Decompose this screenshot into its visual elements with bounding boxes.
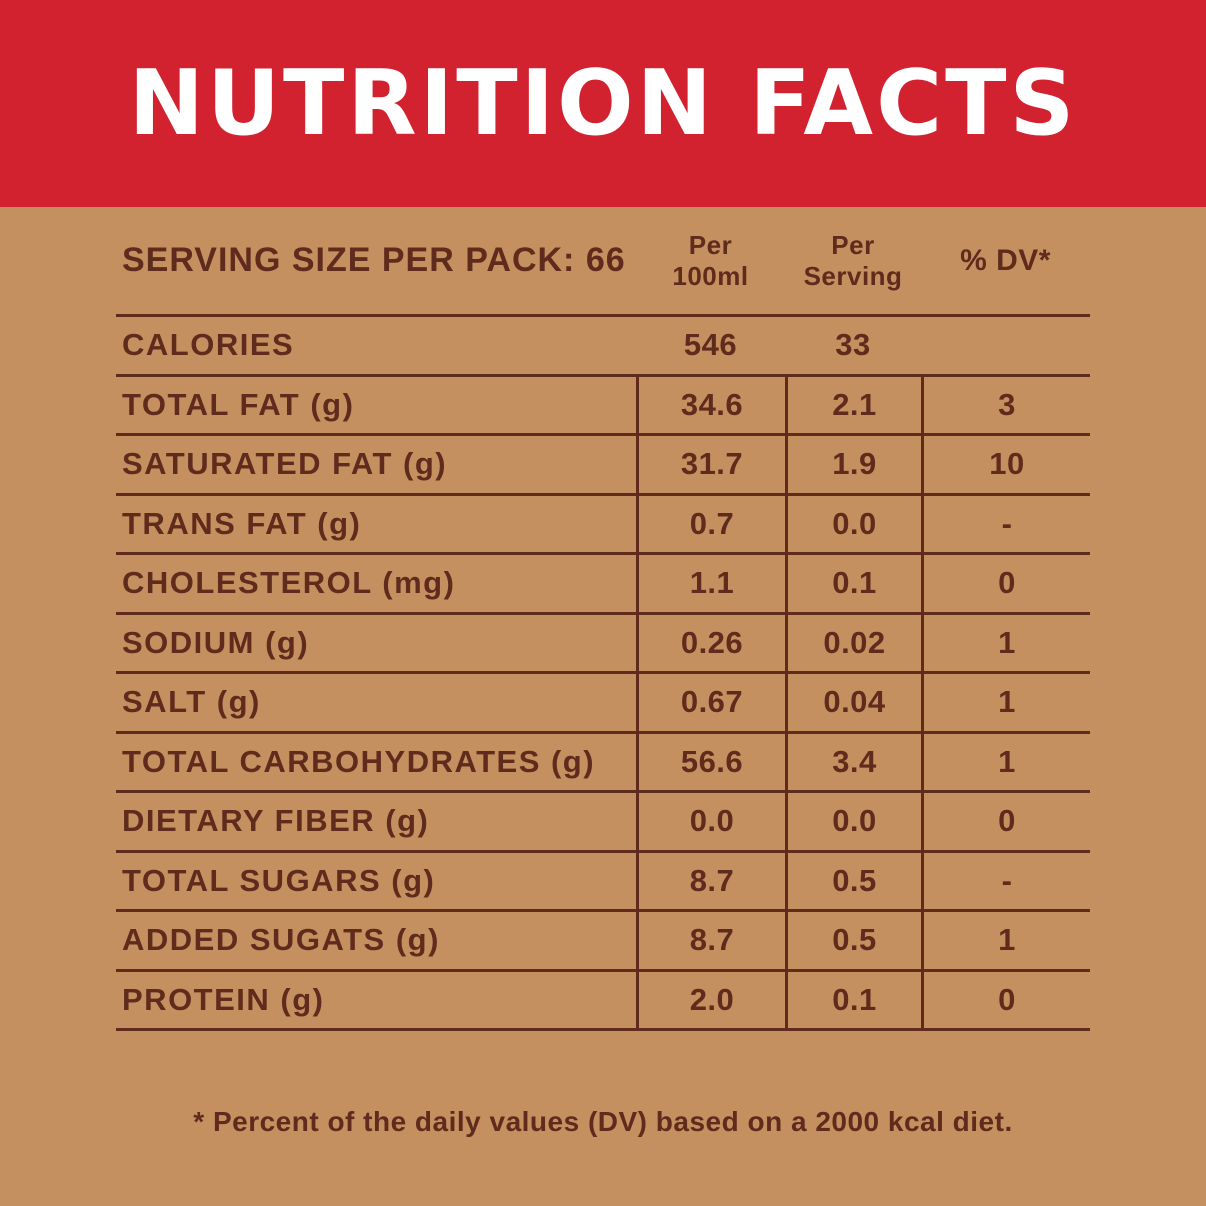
nutrition-facts-label: NUTRITION FACTS SERVING SIZE PER PACK: 6… — [0, 0, 1206, 1137]
row-label: TRANS FAT (g) — [122, 505, 362, 541]
row-value-per-100ml: 0.0 — [636, 793, 785, 850]
row-value-per-100ml: 546 — [683, 327, 738, 363]
row-label: CALORIES — [122, 327, 295, 363]
row-label: DIETARY FIBER (g) — [122, 803, 430, 839]
row-value-per-serving: 1.9 — [785, 436, 921, 493]
row-value-per-100ml: 31.7 — [636, 436, 785, 493]
column-header-per-serving: Per Serving — [803, 229, 903, 291]
row-value-percent-dv: 1 — [921, 614, 1090, 671]
row-value-per-serving: 0.0 — [785, 793, 921, 850]
row-value-percent-dv: 1 — [921, 733, 1090, 790]
table-row: PROTEIN (g) 2.0 0.1 0 — [116, 971, 1090, 1031]
table-row: CALORIES 546 33 — [116, 317, 1090, 377]
row-value-percent-dv: - — [921, 852, 1090, 909]
table-row: DIETARY FIBER (g) 0.0 0.0 0 — [116, 793, 1090, 853]
row-label: TOTAL SUGARS (g) — [122, 862, 436, 898]
column-header-percent-dv: % DV* — [960, 243, 1051, 277]
column-header-per-100ml: Per 100ml — [672, 229, 749, 291]
nutrition-table: SERVING SIZE PER PACK: 66 Per 100ml Per … — [116, 207, 1090, 1031]
table-row: TOTAL CARBOHYDRATES (g) 56.6 3.4 1 — [116, 733, 1090, 793]
row-value-per-serving: 0.02 — [785, 614, 921, 671]
row-label: TOTAL FAT (g) — [122, 386, 355, 422]
row-value-per-serving: 0.0 — [785, 495, 921, 552]
row-value-per-serving: 2.1 — [785, 376, 921, 433]
row-value-percent-dv: 3 — [921, 376, 1090, 433]
table-row: SALT (g) 0.67 0.04 1 — [116, 674, 1090, 734]
table-row: TOTAL SUGARS (g) 8.7 0.5 - — [116, 852, 1090, 912]
row-value-per-serving: 33 — [835, 327, 871, 363]
row-value-per-100ml: 8.7 — [636, 852, 785, 909]
table-header-row: SERVING SIZE PER PACK: 66 Per 100ml Per … — [116, 207, 1090, 317]
banner: NUTRITION FACTS — [0, 0, 1206, 207]
row-value-percent-dv: 1 — [921, 674, 1090, 731]
row-value-per-100ml: 0.7 — [636, 495, 785, 552]
footnote: * Percent of the daily values (DV) based… — [193, 1106, 1013, 1137]
table-row: SODIUM (g) 0.26 0.02 1 — [116, 614, 1090, 674]
row-value-per-serving: 0.1 — [785, 555, 921, 612]
row-value-per-100ml: 1.1 — [636, 555, 785, 612]
row-value-percent-dv — [921, 317, 1090, 374]
row-value-percent-dv: - — [921, 495, 1090, 552]
row-label: SODIUM (g) — [122, 624, 310, 660]
row-label: SALT (g) — [122, 684, 261, 720]
row-value-per-100ml: 0.67 — [636, 674, 785, 731]
row-label: CHOLESTEROL (mg) — [122, 565, 456, 601]
row-label: TOTAL CARBOHYDRATES (g) — [122, 743, 596, 779]
row-value-per-serving: 0.5 — [785, 912, 921, 969]
row-value-percent-dv: 10 — [921, 436, 1090, 493]
table-row: TOTAL FAT (g) 34.6 2.1 3 — [116, 376, 1090, 436]
table-row: ADDED SUGATS (g) 8.7 0.5 1 — [116, 912, 1090, 972]
row-label: ADDED SUGATS (g) — [122, 922, 440, 958]
row-value-per-serving: 0.1 — [785, 971, 921, 1028]
serving-size-label: SERVING SIZE PER PACK: 66 — [122, 241, 626, 279]
table-row: TRANS FAT (g) 0.7 0.0 - — [116, 495, 1090, 555]
row-label: SATURATED FAT (g) — [122, 446, 448, 482]
row-value-per-serving: 0.5 — [785, 852, 921, 909]
page-title: NUTRITION FACTS — [128, 51, 1078, 156]
row-value-percent-dv: 0 — [921, 555, 1090, 612]
row-value-per-serving: 3.4 — [785, 733, 921, 790]
row-value-percent-dv: 1 — [921, 912, 1090, 969]
row-value-percent-dv: 0 — [921, 793, 1090, 850]
row-value-per-100ml: 56.6 — [636, 733, 785, 790]
row-label: PROTEIN (g) — [122, 981, 325, 1017]
row-value-per-100ml: 34.6 — [636, 376, 785, 433]
row-value-percent-dv: 0 — [921, 971, 1090, 1028]
table-body: CALORIES 546 33 TOTAL FAT (g) 34.6 2.1 3… — [116, 317, 1090, 1031]
row-value-per-100ml: 0.26 — [636, 614, 785, 671]
row-value-per-100ml: 8.7 — [636, 912, 785, 969]
table-row: CHOLESTEROL (mg) 1.1 0.1 0 — [116, 555, 1090, 615]
row-value-per-serving: 0.04 — [785, 674, 921, 731]
row-value-per-100ml: 2.0 — [636, 971, 785, 1028]
table-row: SATURATED FAT (g) 31.7 1.9 10 — [116, 436, 1090, 496]
